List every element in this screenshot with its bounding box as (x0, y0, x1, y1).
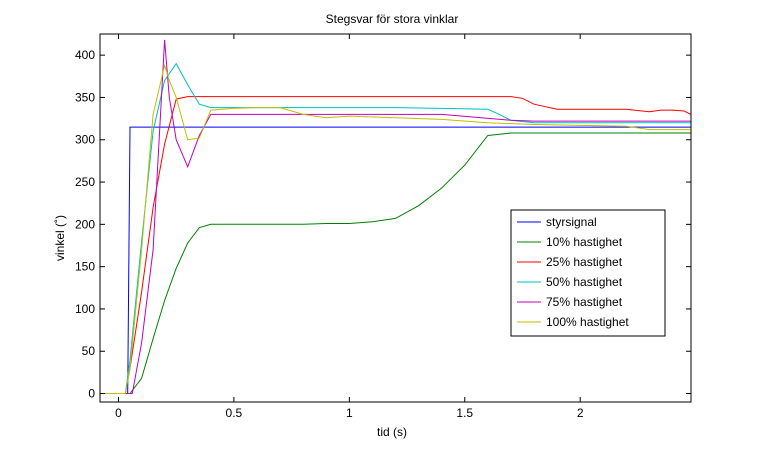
legend-label-5: 100% hastighet (546, 315, 629, 329)
x-tick-label: 1 (346, 406, 353, 420)
series-line-4 (100, 39, 691, 394)
x-tick-label: 0 (115, 406, 122, 420)
y-axis-ticks: 0 50 100 150 200 250 300 350 400 (75, 48, 691, 401)
legend-label-2: 25% hastighet (546, 255, 623, 269)
x-tick-label: 1.5 (456, 406, 473, 420)
legend-label-1: 10% hastighet (546, 235, 623, 249)
chart-title: Stegsvar för stora vinklar (326, 12, 459, 26)
y-axis-label: vinkel (˚) (53, 215, 67, 261)
y-tick-label: 200 (75, 217, 95, 231)
y-tick-label: 150 (75, 260, 95, 274)
legend-label-4: 75% hastighet (546, 295, 623, 309)
x-axis-label: tid (s) (377, 425, 407, 439)
y-tick-label: 400 (75, 48, 95, 62)
y-tick-label: 0 (88, 387, 95, 401)
series-lines (100, 39, 692, 394)
series-line-5 (100, 63, 691, 394)
series-line-1 (100, 132, 691, 394)
legend-label-0: styrsignal (546, 215, 597, 229)
y-tick-label: 100 (75, 302, 95, 316)
legend-label-3: 50% hastighet (546, 275, 623, 289)
plot-frame (99, 33, 692, 403)
x-axis-ticks: 0 0.5 1 1.5 2 (115, 34, 584, 420)
x-tick-label: 0.5 (226, 406, 243, 420)
y-tick-label: 50 (82, 344, 96, 358)
legend: styrsignal 10% hastighet 25% hastighet 50% … (510, 209, 666, 337)
y-tick-label: 350 (75, 90, 95, 104)
series-line-2 (100, 96, 692, 394)
x-tick-label: 2 (577, 406, 584, 420)
y-tick-label: 250 (75, 175, 95, 189)
legend-box (510, 209, 666, 337)
y-tick-label: 300 (75, 133, 95, 147)
